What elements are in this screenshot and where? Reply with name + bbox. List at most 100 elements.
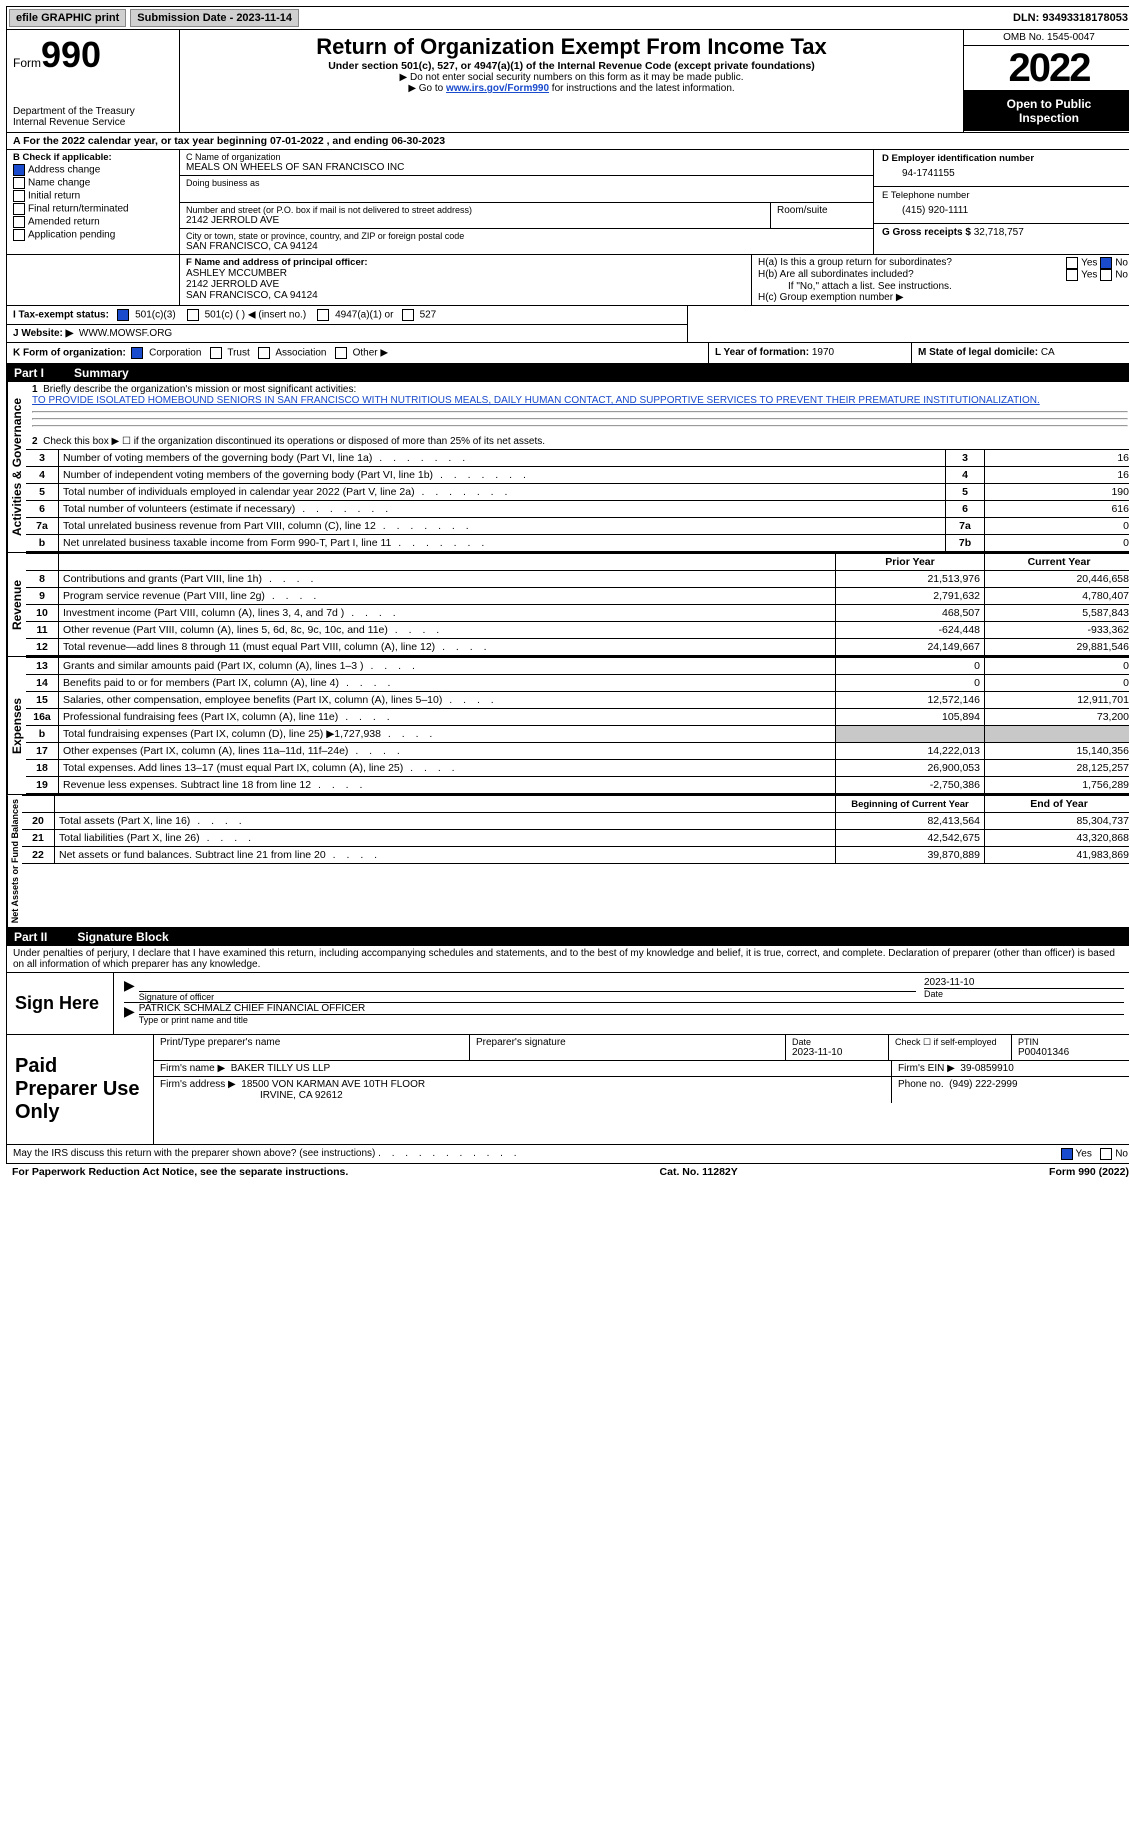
submission-button[interactable]: Submission Date - 2023-11-14 [130,9,299,27]
a-line-text: A For the 2022 calendar year, or tax yea… [13,135,445,147]
check-application[interactable]: Application pending [13,229,173,241]
inspection-label: Open to Public Inspection [964,91,1129,131]
room-label: Room/suite [771,203,873,228]
header-right: OMB No. 1545-0047 2022 Open to Public In… [964,30,1129,132]
dba-row: Doing business as [180,176,873,203]
firm-phone: (949) 222-2999 [949,1079,1017,1090]
table-row: 9 Program service revenue (Part VIII, li… [26,588,1129,605]
checkbox-icon[interactable] [258,347,270,359]
checkbox-icon[interactable] [335,347,347,359]
street: 2142 JERROLD AVE [186,215,764,226]
tab-net: Net Assets or Fund Balances [7,795,22,927]
gross-receipts: 32,718,757 [974,227,1024,238]
table-row: 8 Contributions and grants (Part VIII, l… [26,571,1129,588]
officer-name-cell: PATRICK SCHMALZ CHIEF FINANCIAL OFFICER … [135,1003,1124,1025]
arrow-icon: ▶ [124,977,135,1002]
prep-sig-label: Preparer's signature [470,1035,786,1060]
g-label: G Gross receipts $ [882,227,971,238]
check-amended[interactable]: Amended return [13,216,173,228]
prior-year-hdr: Prior Year [836,554,985,571]
dept-label: Department of the Treasury [13,106,173,117]
checkbox-icon[interactable] [402,309,414,321]
checkbox-icon[interactable] [131,347,143,359]
net-body: Beginning of Current Year End of Year 20… [22,795,1129,927]
table-row: b Total fundraising expenses (Part IX, c… [26,726,1129,743]
l-label: L Year of formation: [715,347,809,358]
checkbox-icon[interactable] [210,347,222,359]
date-label: Date [924,988,1124,999]
revenue-body: Prior Year Current Year 8 Contributions … [26,553,1129,656]
form-subtitle: Under section 501(c), 527, or 4947(a)(1)… [186,60,957,72]
cat-no: Cat. No. 11282Y [660,1166,738,1178]
revenue-section: Revenue Prior Year Current Year 8 Contri… [6,553,1129,657]
check-initial[interactable]: Initial return [13,190,173,202]
hb-note: If "No," attach a list. See instructions… [758,281,1128,292]
tab-activities: Activities & Governance [7,382,26,552]
table-row: 16a Professional fundraising fees (Part … [26,709,1129,726]
end-year-hdr: End of Year [985,796,1129,813]
table-row: 22 Net assets or fund balances. Subtract… [22,847,1129,864]
net-header-row: Beginning of Current Year End of Year [22,796,1129,813]
checkbox-icon[interactable] [1066,269,1078,281]
year-formation: 1970 [812,347,834,358]
f-block: F Name and address of principal officer:… [180,255,752,305]
c-name-row: C Name of organization MEALS ON WHEELS O… [180,150,873,176]
firm-ein: 39-0859910 [960,1063,1013,1074]
efile-button[interactable]: efile GRAPHIC print [9,9,126,27]
d-label: D Employer identification number [882,153,1126,164]
checkbox-icon[interactable] [117,309,129,321]
g-row: G Gross receipts $ 32,718,757 [874,224,1129,241]
firm-ein-cell: Firm's EIN ▶ 39-0859910 [892,1061,1129,1076]
check-final[interactable]: Final return/terminated [13,203,173,215]
firm-addr2: IRVINE, CA 92612 [160,1090,343,1101]
table-row: 19 Revenue less expenses. Subtract line … [26,777,1129,794]
discuss-yesno: Yes No [1061,1148,1128,1160]
prep-name-label: Print/Type preparer's name [154,1035,470,1060]
firm-name: BAKER TILLY US LLP [231,1063,331,1074]
governance-table: 3 Number of voting members of the govern… [26,449,1129,552]
k-row: K Form of organization: Corporation Trus… [7,343,709,363]
m-row: M State of legal domicile: CA [912,343,1129,363]
ptin: P00401346 [1018,1047,1128,1058]
table-row: 7a Total unrelated business revenue from… [26,518,1129,535]
checkbox-icon[interactable] [1066,257,1078,269]
check-address[interactable]: Address change [13,164,173,176]
discuss-label: May the IRS discuss this return with the… [13,1148,1061,1160]
table-row: 3 Number of voting members of the govern… [26,450,1129,467]
prep-row2: Firm's name ▶ BAKER TILLY US LLP Firm's … [154,1061,1129,1077]
i-label: I Tax-exempt status: [13,310,109,321]
revenue-header-row: Prior Year Current Year [26,554,1129,571]
checkbox-icon[interactable] [1100,1148,1112,1160]
arrow-icon: ▶ [124,1003,135,1025]
part1-num: Part I [14,366,44,380]
city: SAN FRANCISCO, CA 94124 [186,241,867,252]
b-checkboxes: B Check if applicable: Address change Na… [7,150,180,254]
dots: . . . . . . . . . . . [378,1148,520,1159]
sig-date-cell: 2023-11-10 Date [916,977,1124,1002]
ha-label: H(a) Is this a group return for subordin… [758,257,1066,269]
officer-name: ASHLEY MCCUMBER [186,268,745,279]
ptin-label: PTIN [1018,1037,1128,1047]
table-row: 6 Total number of volunteers (estimate i… [26,501,1129,518]
checkbox-icon[interactable] [1100,257,1112,269]
checkbox-icon [13,203,25,215]
irs-link[interactable]: www.irs.gov/Form990 [446,83,549,94]
checkbox-icon[interactable] [1100,269,1112,281]
firm-ein-label: Firm's EIN ▶ [898,1063,955,1074]
checkbox-icon[interactable] [317,309,329,321]
part1-header: Part I Summary [6,364,1129,382]
prep-row3: Firm's address ▶ 18500 VON KARMAN AVE 10… [154,1077,1129,1103]
sign-body: ▶ Signature of officer 2023-11-10 Date ▶… [114,973,1129,1034]
hb-yesno: Yes No [1066,269,1128,281]
klm-row: K Form of organization: Corporation Trus… [6,343,1129,364]
checkbox-icon[interactable] [1061,1148,1073,1160]
tab-expenses: Expenses [7,657,26,794]
note-goto: ▶ Go to www.irs.gov/Form990 for instruct… [186,83,957,94]
type-name-label: Type or print name and title [139,1014,1124,1025]
check-name[interactable]: Name change [13,177,173,189]
firm-name-cell: Firm's name ▶ BAKER TILLY US LLP [154,1061,892,1076]
table-row: b Net unrelated business taxable income … [26,535,1129,552]
ptin-cell: PTIN P00401346 [1012,1035,1129,1060]
i-row: I Tax-exempt status: 501(c)(3) 501(c) ( … [7,306,687,325]
checkbox-icon[interactable] [187,309,199,321]
